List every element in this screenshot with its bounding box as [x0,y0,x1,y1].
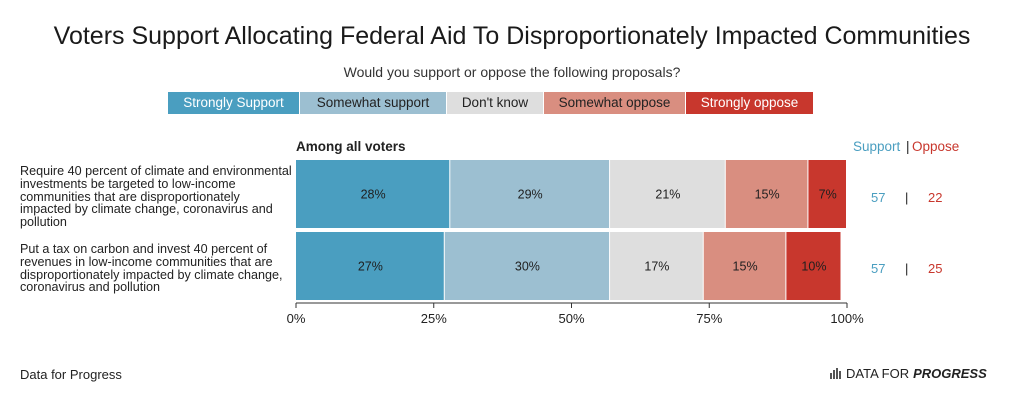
bar-data-label: 27% [358,260,383,274]
row-label-1: Require 40 percent of climate and enviro… [20,164,292,230]
chart-subtitle: Would you support or oppose the followin… [343,64,681,80]
x-tick-label: 100% [830,311,864,326]
legend-item-somewhat-support: Somewhat support [300,92,446,114]
x-tick-label: 50% [558,311,584,326]
bar-data-label: 29% [518,188,543,202]
bar-segment-row2-somewhat-support [444,232,610,300]
bar-chart-icon [830,368,841,379]
bar-data-label: 15% [755,188,780,202]
bar-segment-row1-somewhat-support [450,160,610,228]
oppose-header: Oppose [912,139,960,154]
brand-emphasis: PROGRESS [913,366,987,381]
legend-item-somewhat-oppose: Somewhat oppose [544,92,685,114]
row-1-oppose-value: 22 [928,190,943,205]
bar-data-label: 30% [515,260,540,274]
brand-logo: DATA FOR PROGRESS [830,366,987,381]
row-2-separator: | [905,261,909,276]
summary-header-separator: | [906,139,910,154]
bar-segment-row1-strongly-oppose [808,160,846,228]
bar-segment-row2-don-t-know [610,232,703,300]
bars-group: 28% 29% 21% 15% 7% 27% 30% 17% 15% 10% [296,160,846,300]
x-tick-label: 25% [421,311,447,326]
bar-data-label: 21% [655,188,680,202]
x-tick-label: 75% [696,311,722,326]
bar-segment-row1-don-t-know [610,160,725,228]
chart-title: Voters Support Allocating Federal Aid To… [53,22,971,50]
legend-item-strongly-oppose: Strongly oppose [686,92,813,114]
bar-segment-row2-strongly-oppose [786,232,841,300]
section-title: Among all voters [296,139,406,154]
legend: Strongly Support Somewhat support Don't … [168,92,814,114]
bar-segment-row1-somewhat-oppose [725,160,808,228]
bar-data-label: 17% [644,260,669,274]
bar-data-label: 15% [733,260,758,274]
bar-segment-row1-strongly-support [296,160,450,228]
row-2-support-value: 57 [871,261,886,276]
source-note: Data for Progress [20,367,122,382]
legend-item-dont-know: Don't know [447,92,543,114]
legend-item-strongly-support: Strongly Support [168,92,299,114]
row-1-support-value: 57 [871,190,886,205]
x-tick-label: 0% [287,311,306,326]
bar-data-label: 10% [801,260,826,274]
bar-segment-row2-strongly-support [296,232,444,300]
row-2-oppose-value: 25 [928,261,943,276]
x-axis: 0% 25% 50% 75% 100% [287,302,864,326]
bar-data-label: 28% [361,188,386,202]
bar-segment-row2-somewhat-oppose [703,232,786,300]
row-1-separator: | [905,190,909,205]
brand-prefix: DATA FOR [846,366,910,381]
row-label-2: Put a tax on carbon and invest 40 percen… [20,242,283,295]
support-header: Support [853,139,901,154]
bar-data-label: 7% [819,188,837,202]
